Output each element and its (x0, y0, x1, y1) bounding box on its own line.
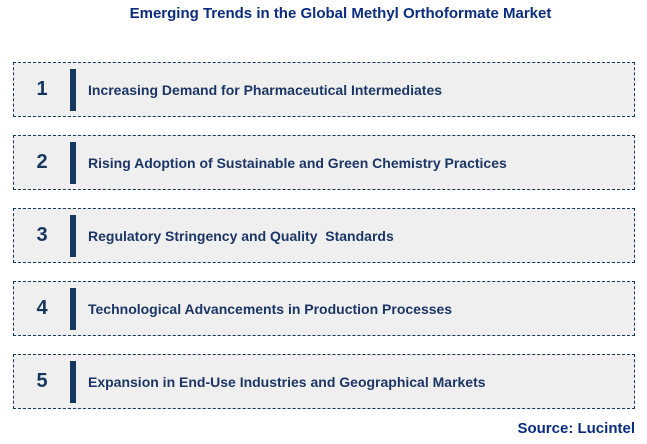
trend-number: 1 (36, 78, 48, 100)
trend-label: Regulatory Stringency and Quality Standa… (88, 227, 394, 244)
trend-divider-bar (70, 141, 76, 184)
trend-box: 5 Expansion in End-Use Industries and Ge… (13, 354, 635, 409)
trend-list: 1 Increasing Demand for Pharmaceutical I… (13, 62, 635, 409)
trend-label: Expansion in End-Use Industries and Geog… (88, 373, 486, 390)
trend-divider-bar (70, 360, 76, 403)
trend-divider-bar (70, 214, 76, 257)
trend-label: Increasing Demand for Pharmaceutical Int… (88, 81, 443, 98)
trend-box: 4 Technological Advancements in Producti… (13, 281, 635, 336)
trend-number: 3 (36, 224, 48, 246)
trend-number: 4 (36, 297, 48, 319)
trend-number: 5 (36, 370, 48, 392)
trend-label: Rising Adoption of Sustainable and Green… (88, 154, 507, 171)
source-label: Source: Lucintel (517, 420, 635, 437)
trend-number: 2 (36, 151, 48, 173)
trend-label: Technological Advancements in Production… (88, 300, 453, 317)
page-title: Emerging Trends in the Global Methyl Ort… (129, 5, 552, 22)
trend-divider-bar (70, 68, 76, 111)
trend-box: 1 Increasing Demand for Pharmaceutical I… (13, 62, 635, 117)
trend-box: 2 Rising Adoption of Sustainable and Gre… (13, 135, 635, 190)
trend-divider-bar (70, 287, 76, 330)
trend-box: 3 Regulatory Stringency and Quality Stan… (13, 208, 635, 263)
